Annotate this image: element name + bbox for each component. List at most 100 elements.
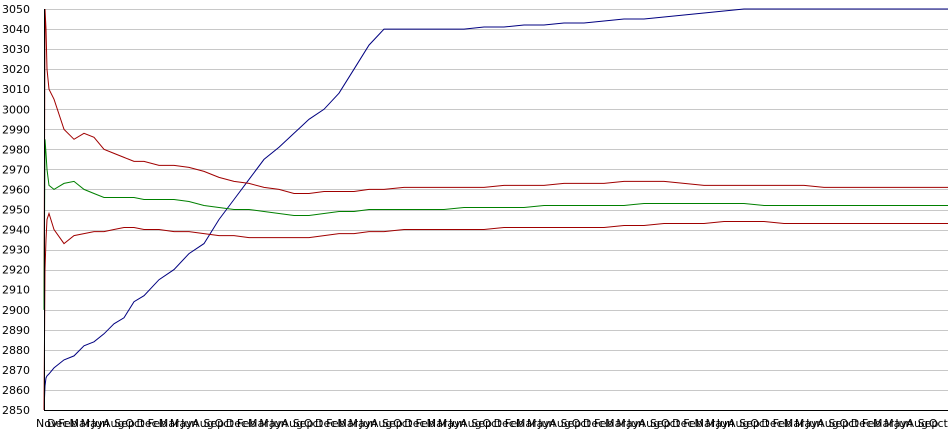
x-tick-label: Sep bbox=[918, 417, 939, 430]
y-tick-label: 2990 bbox=[2, 123, 30, 136]
y-tick-label: 2880 bbox=[2, 344, 30, 357]
x-tick-label: Dec bbox=[672, 417, 693, 430]
x-tick-label: Aug bbox=[282, 417, 303, 430]
x-tick-label: Sep bbox=[114, 417, 135, 430]
y-tick-label: 2910 bbox=[2, 284, 30, 297]
x-tick-label: May bbox=[884, 417, 907, 430]
series-line-3 bbox=[43, 139, 948, 310]
x-tick-label: Jun bbox=[716, 417, 734, 430]
y-tick-label: 2920 bbox=[2, 264, 30, 277]
y-tick-label: 2870 bbox=[2, 364, 30, 377]
x-tick-label: May bbox=[527, 417, 550, 430]
x-tick-label: Feb bbox=[237, 417, 256, 430]
x-tick-label: Dec bbox=[583, 417, 604, 430]
y-tick-label: 2900 bbox=[2, 304, 30, 317]
x-tick-label: Mar bbox=[784, 417, 805, 430]
x-tick-label: Aug bbox=[817, 417, 838, 430]
axes bbox=[44, 9, 948, 411]
x-tick-label: Mar bbox=[248, 417, 269, 430]
x-tick-label: Feb bbox=[683, 417, 702, 430]
x-tick-label: Aug bbox=[907, 417, 928, 430]
x-tick-label: Dec bbox=[851, 417, 872, 430]
series-line-1 bbox=[43, 8, 948, 411]
x-tick-label: Oct bbox=[393, 417, 413, 430]
x-tick-label: Dec bbox=[136, 417, 157, 430]
x-tick-label: Jun bbox=[537, 417, 555, 430]
x-tick-label: Feb bbox=[862, 417, 881, 430]
x-tick-label: Oct bbox=[750, 417, 770, 430]
series-line-2 bbox=[43, 8, 948, 310]
x-tick-label: Sep bbox=[293, 417, 314, 430]
x-tick-label: Oct bbox=[304, 417, 324, 430]
series-group bbox=[43, 8, 948, 411]
x-tick-label: Mar bbox=[694, 417, 715, 430]
x-tick-label: Oct bbox=[840, 417, 860, 430]
x-tick-label: Jun bbox=[269, 417, 287, 430]
y-tick-label: 3020 bbox=[2, 63, 30, 76]
x-tick-label: May bbox=[616, 417, 639, 430]
x-tick-label: Feb bbox=[326, 417, 345, 430]
x-tick-label: May bbox=[438, 417, 461, 430]
x-tick-label: May bbox=[170, 417, 193, 430]
x-tick-label: May bbox=[706, 417, 729, 430]
y-tick-label: 3000 bbox=[2, 103, 30, 116]
x-tick-label: Jun bbox=[448, 417, 466, 430]
x-tick-label: Jun bbox=[805, 417, 823, 430]
x-tick-label: Oct bbox=[125, 417, 145, 430]
x-tick-label: Aug bbox=[728, 417, 749, 430]
x-tick-label: Mar bbox=[873, 417, 894, 430]
x-tick-label: Jun bbox=[91, 417, 109, 430]
y-tick-label: 2970 bbox=[2, 163, 30, 176]
x-tick-label: Aug bbox=[192, 417, 213, 430]
x-tick-label: Sep bbox=[828, 417, 849, 430]
x-tick-label: Mar bbox=[337, 417, 358, 430]
x-tick-label: Sep bbox=[650, 417, 671, 430]
x-tick-label: Dec bbox=[494, 417, 515, 430]
y-tick-label: 2890 bbox=[2, 324, 30, 337]
x-tick-label: Jun bbox=[359, 417, 377, 430]
x-tick-label: Feb bbox=[415, 417, 434, 430]
y-tick-label: 2860 bbox=[2, 384, 30, 397]
x-tick-label: Oct bbox=[572, 417, 592, 430]
y-tick-label: 3050 bbox=[2, 3, 30, 16]
x-tick-label: Sep bbox=[739, 417, 760, 430]
x-tick-label: Aug bbox=[371, 417, 392, 430]
series-line-4 bbox=[43, 211, 948, 411]
y-tick-label: 3040 bbox=[2, 23, 30, 36]
x-tick-label: Aug bbox=[103, 417, 124, 430]
x-tick-label: Mar bbox=[69, 417, 90, 430]
y-tick-label: 2940 bbox=[2, 224, 30, 237]
y-tick-label: 2850 bbox=[2, 404, 30, 417]
x-tick-label: Jun bbox=[627, 417, 645, 430]
y-tick-label: 2980 bbox=[2, 143, 30, 156]
y-tick-label: 2950 bbox=[2, 204, 30, 217]
x-tick-label: Feb bbox=[58, 417, 77, 430]
y-axis-tick-labels: 2850 2860 2870 2880 2890 2900 2910 2920 2930 2940… bbox=[2, 3, 30, 417]
x-tick-label: Feb bbox=[505, 417, 524, 430]
x-tick-label: Oct bbox=[215, 417, 235, 430]
x-tick-label: Mar bbox=[605, 417, 626, 430]
x-tick-label: May bbox=[259, 417, 282, 430]
x-tick-label: Oct bbox=[482, 417, 502, 430]
grid-lines bbox=[44, 9, 948, 411]
x-tick-label: Dec bbox=[315, 417, 336, 430]
x-tick-label: Jun bbox=[180, 417, 198, 430]
x-tick-label: May bbox=[795, 417, 818, 430]
x-tick-label: May bbox=[81, 417, 104, 430]
y-tick-label: 3030 bbox=[2, 43, 30, 56]
x-tick-label: Feb bbox=[773, 417, 792, 430]
x-tick-label: Jun bbox=[894, 417, 912, 430]
x-tick-label: Mar bbox=[159, 417, 180, 430]
y-tick-label: 2930 bbox=[2, 244, 30, 257]
x-tick-label: Dec bbox=[404, 417, 425, 430]
x-tick-label: Mar bbox=[516, 417, 537, 430]
x-tick-label: Sep bbox=[382, 417, 403, 430]
x-tick-label: Sep bbox=[203, 417, 224, 430]
x-tick-label: Oct bbox=[661, 417, 681, 430]
y-tick-label: 3010 bbox=[2, 83, 30, 96]
x-tick-label: Sep bbox=[561, 417, 582, 430]
x-tick-label: Mar bbox=[427, 417, 448, 430]
x-tick-label: Aug bbox=[460, 417, 481, 430]
